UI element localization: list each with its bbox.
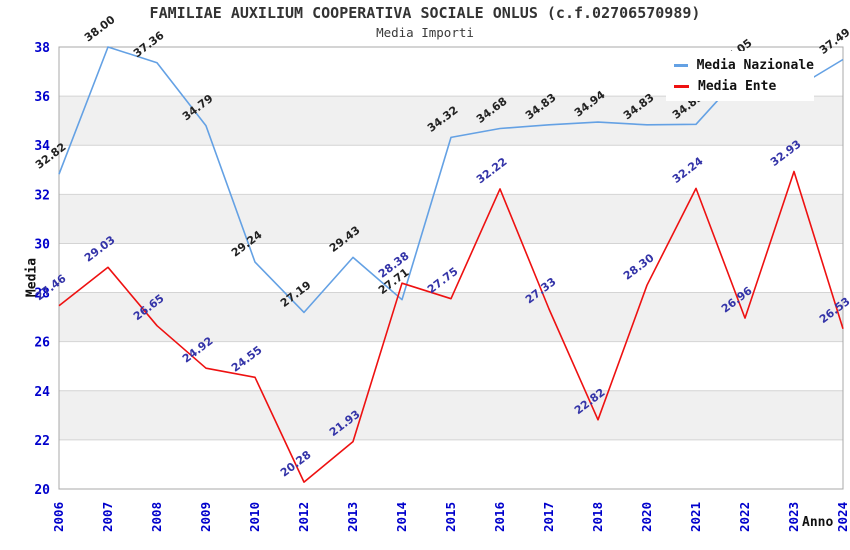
point-label: 24.55 [229,343,265,374]
point-label: 20.28 [278,448,314,479]
legend: Media Nazionale Media Ente [666,51,814,101]
band [59,194,843,244]
point-label: 38.00 [82,13,118,45]
x-tick-label: 2022 [737,502,752,532]
nazionale-line-swatch-icon [674,64,688,67]
x-tick-label: 2021 [688,502,703,532]
band [59,390,843,440]
y-tick-label: 24 [34,385,50,400]
legend-item-nazionale: Media Nazionale [674,58,814,73]
x-tick-label: 2016 [492,502,507,532]
y-tick-label: 28 [34,287,50,302]
y-tick-label: 34 [34,139,50,154]
point-label: 37.49 [817,26,850,57]
x-axis-title: Anno [802,515,834,530]
y-tick-label: 38 [34,41,50,56]
band [59,292,843,342]
x-tick-label: 2015 [443,502,458,532]
x-tick-label: 2013 [345,502,360,532]
point-label: 32.22 [474,155,510,186]
series-line [58,46,844,314]
x-tick-label: 2008 [149,502,164,532]
series-line [58,170,844,483]
x-tick-label: 2007 [100,502,115,532]
plot-border [58,46,844,490]
point-label: 32.24 [670,154,706,186]
y-axis-title: Media [24,257,40,298]
y-tick-label: 22 [34,434,50,449]
y-tick-label: 20 [34,483,50,498]
x-tick-label: 2023 [786,502,801,532]
point-label: 37.36 [131,29,167,61]
x-tick-label: 2012 [296,502,311,532]
x-tick-label: 2009 [198,502,213,532]
x-tick-label: 2014 [394,502,409,532]
x-tick-label: 2018 [590,502,605,532]
legend-label-ente: Media Ente [698,79,777,94]
legend-label-nazionale: Media Nazionale [696,58,814,73]
chart-title: FAMILIAE AUXILIUM COOPERATIVA SOCIALE ON… [149,4,701,22]
y-tick-label: 26 [34,336,50,351]
point-label: 27.75 [425,265,461,296]
y-tick-label: 30 [34,237,50,252]
x-tick-label: 2017 [541,502,556,532]
x-tick-label: 2010 [247,502,262,532]
y-tick-label: 36 [34,90,50,105]
x-tick-label: 2020 [639,502,654,532]
x-tick-label: 2024 [835,502,850,532]
chart-subtitle: Media Importi [376,25,474,40]
x-tick-label: 2006 [51,502,66,532]
y-tick-label: 32 [34,188,50,203]
legend-item-ente: Media Ente [674,79,814,94]
ente-line-swatch-icon [674,85,689,88]
